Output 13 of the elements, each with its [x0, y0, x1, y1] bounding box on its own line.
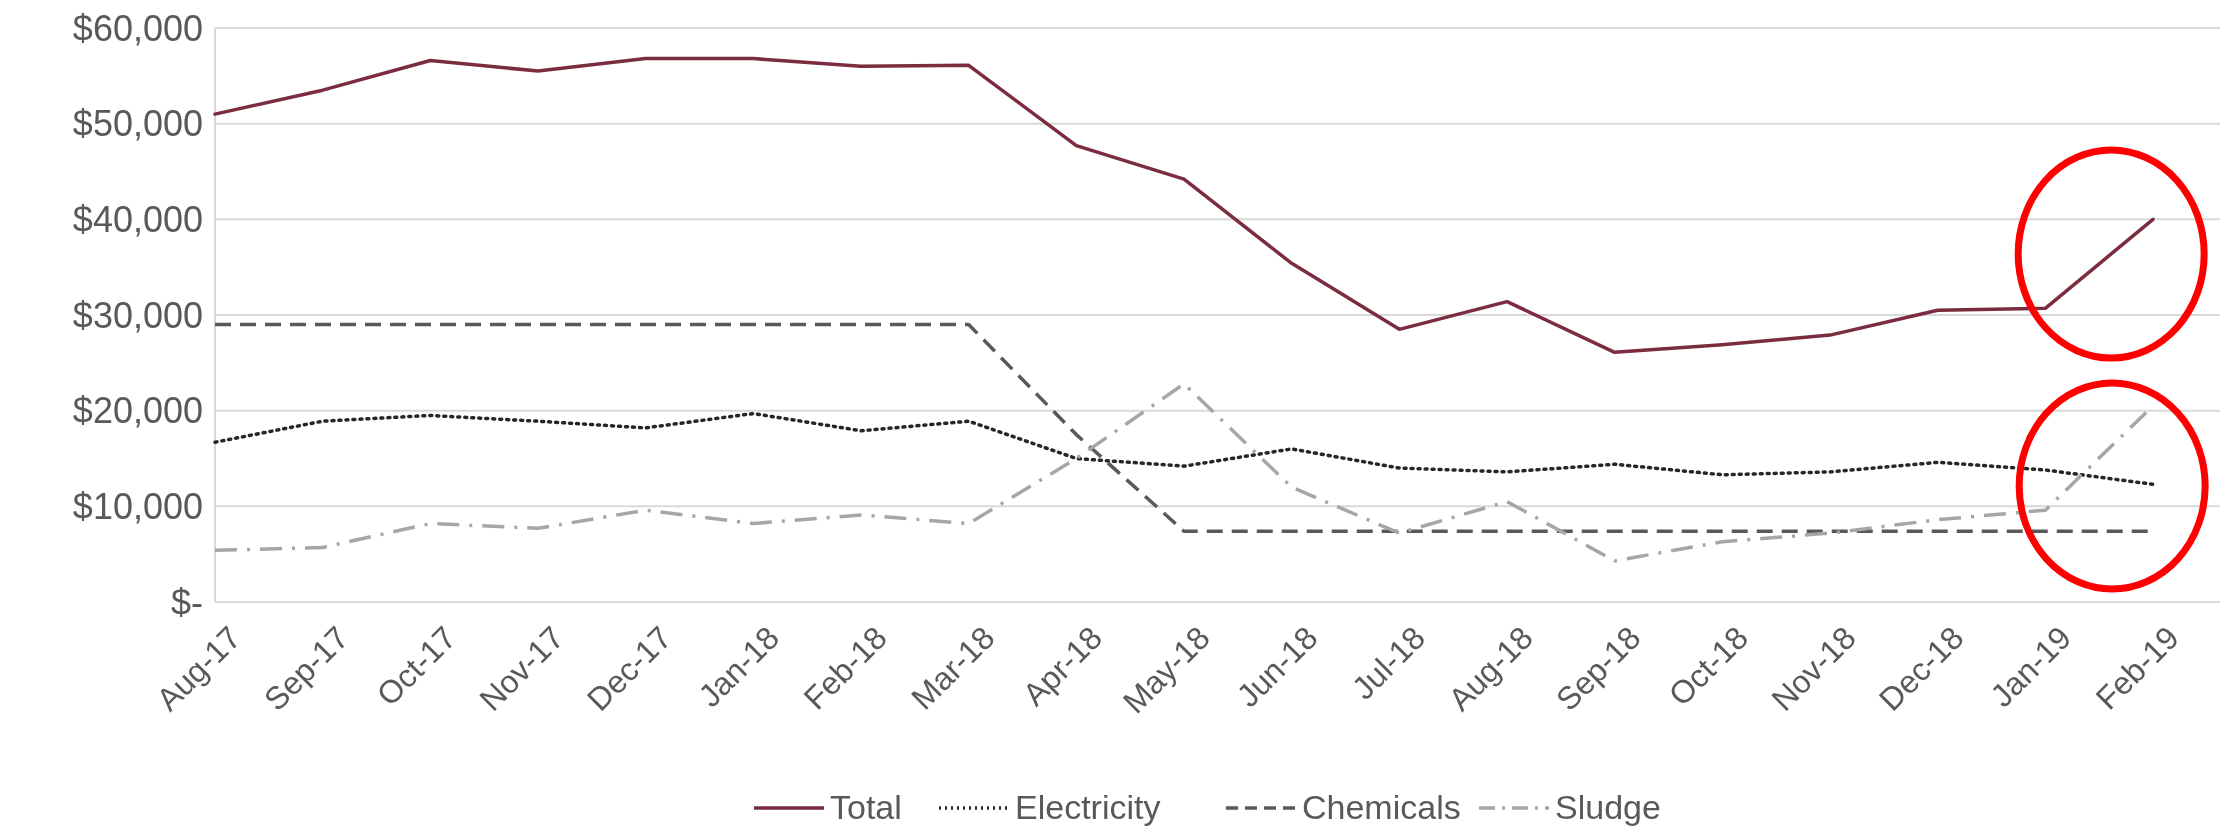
line-series	[213, 56, 2155, 355]
legend-label: Chemicals	[1302, 788, 1461, 826]
y-tick-label: $-	[170, 581, 203, 623]
legend-label: Sludge	[1555, 788, 1661, 826]
y-tick-label: $30,000	[72, 294, 203, 336]
line-series	[213, 411, 2155, 487]
legend-label: Total	[830, 788, 902, 826]
y-tick-label: $10,000	[72, 485, 203, 527]
legend-label: Electricity	[1015, 788, 1161, 826]
y-tick-label: $20,000	[72, 390, 203, 432]
y-tick-label: $50,000	[72, 103, 203, 145]
y-tick-label: $60,000	[72, 7, 203, 49]
y-tick-label: $40,000	[72, 198, 203, 240]
